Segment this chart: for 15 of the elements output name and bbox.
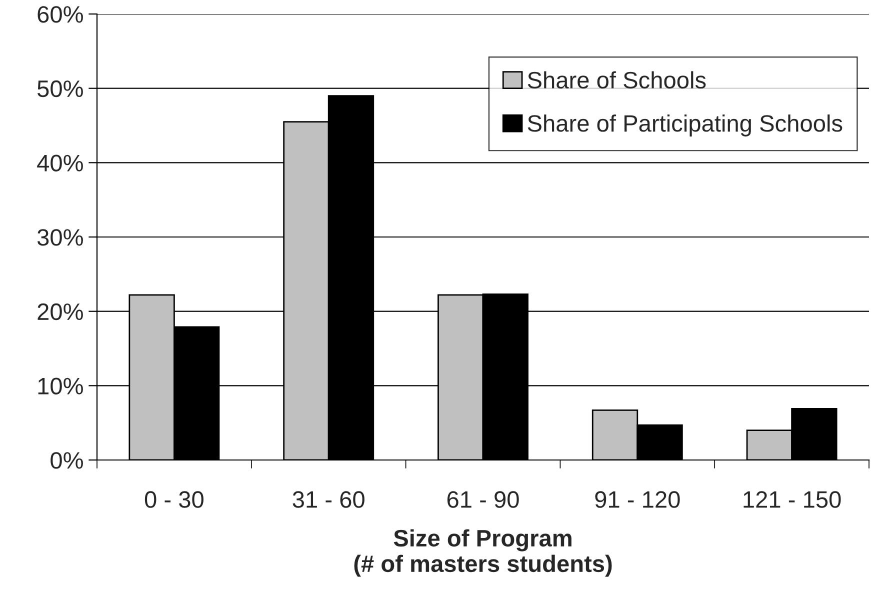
y-tick-label: 10% xyxy=(38,378,83,394)
x-tick-label: 91 - 120 xyxy=(595,491,680,508)
y-tick-label: 0% xyxy=(50,452,83,469)
x-tick-label: 61 - 90 xyxy=(447,491,519,508)
x-tick-label: 31 - 60 xyxy=(292,491,364,508)
y-tick-label: 20% xyxy=(38,303,83,320)
y-tick-label: 30% xyxy=(37,229,83,246)
y-tick-label: 40% xyxy=(37,154,83,172)
y-tick-label: 60% xyxy=(38,6,83,23)
x-tick-label: 121 - 150 xyxy=(744,491,841,508)
x-tick-label: 0 - 30 xyxy=(144,491,204,508)
legend-label: Share of Schools xyxy=(528,71,706,89)
y-tick-label: 50% xyxy=(37,80,83,98)
x-axis-title: Size of Program (# of masters students) xyxy=(354,529,612,577)
legend-label: Share of Participating Schools xyxy=(528,114,842,136)
